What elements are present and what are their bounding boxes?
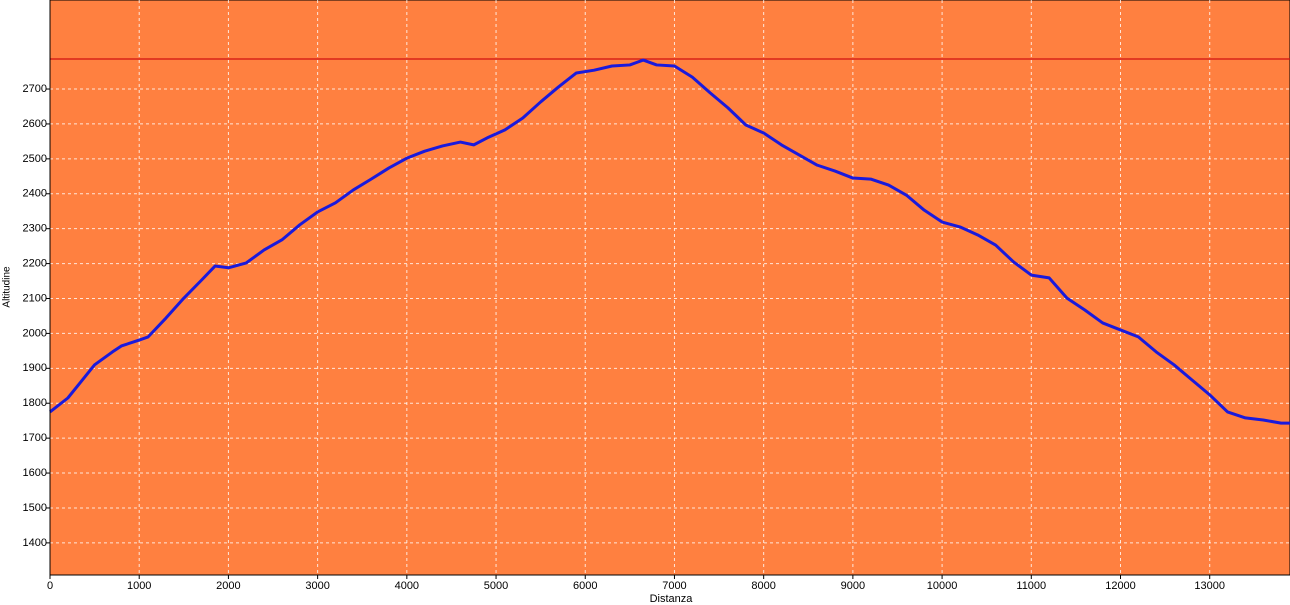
x-tick-label: 4000	[395, 580, 419, 592]
x-tick-label: 12000	[1105, 580, 1136, 592]
y-tick-label: 1400	[23, 537, 47, 549]
x-tick-label: 13000	[1194, 580, 1225, 592]
x-axis-label: Distanza	[650, 593, 694, 605]
x-tick-label: 7000	[662, 580, 686, 592]
y-tick-label: 2400	[23, 188, 47, 200]
y-tick-label: 1800	[23, 397, 47, 409]
y-tick-label: 1600	[23, 467, 47, 479]
x-tick-label: 3000	[305, 580, 329, 592]
profile-line	[49, 58, 1290, 425]
x-tick-label: 5000	[484, 580, 508, 592]
x-tick-label: 10000	[927, 580, 958, 592]
y-tick-label: 2700	[23, 83, 47, 95]
y-tick-label: 1700	[23, 432, 47, 444]
x-tick-label: 9000	[841, 580, 865, 592]
x-tick-label: 8000	[751, 580, 775, 592]
x-tick-label: 11000	[1016, 580, 1046, 592]
x-tick-label: 1000	[127, 580, 151, 592]
x-tick-label: 2000	[216, 580, 240, 592]
y-tick-label: 2600	[23, 118, 47, 130]
y-tick-label: 2000	[23, 327, 47, 339]
y-tick-label: 1500	[23, 502, 47, 514]
y-axis-label: Altitudine	[2, 266, 13, 308]
y-tick-label: 1900	[23, 362, 47, 374]
x-tick-label: 6000	[573, 580, 597, 592]
y-tick-label: 2500	[23, 153, 47, 165]
y-tick-label: 2200	[23, 257, 47, 269]
y-tick-label: 2300	[23, 223, 47, 235]
plot-area	[49, 0, 1290, 576]
x-tick-label: 0	[47, 580, 53, 592]
y-tick-label: 2100	[23, 292, 47, 304]
